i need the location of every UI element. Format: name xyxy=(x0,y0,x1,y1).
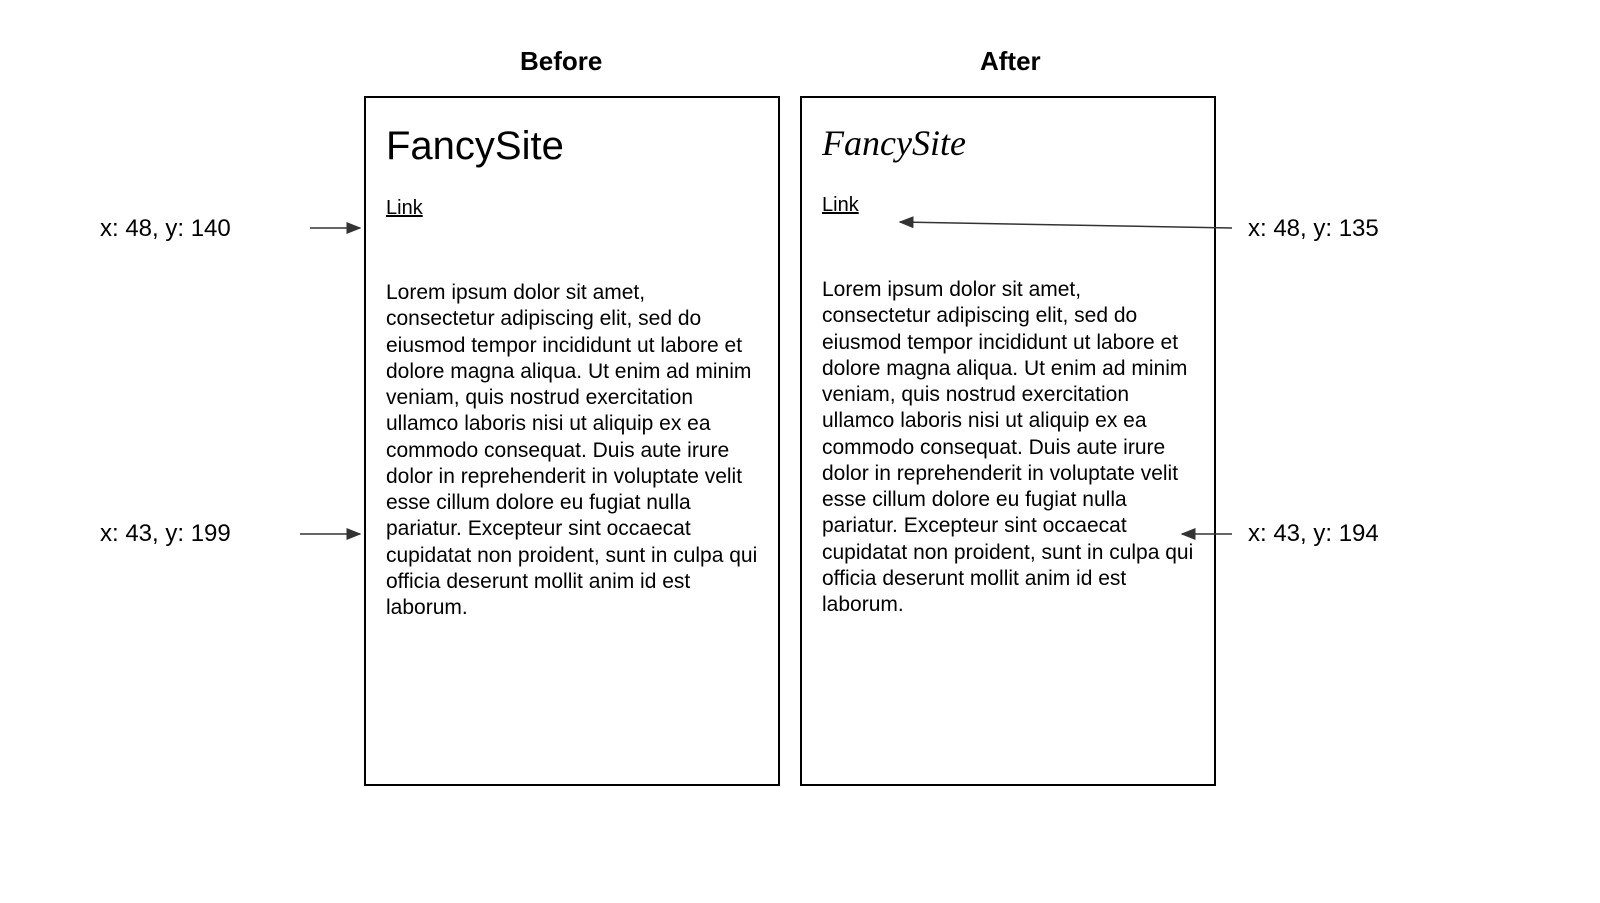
annotation-left-bottom: x: 43, y: 199 xyxy=(100,520,231,548)
site-title-after: FancySite xyxy=(822,122,1194,164)
annotation-right-bottom: x: 43, y: 194 xyxy=(1248,520,1379,548)
site-title-before: FancySite xyxy=(386,124,758,169)
link-after[interactable]: Link xyxy=(822,194,859,217)
panel-after: FancySite Link Lorem ipsum dolor sit ame… xyxy=(800,96,1216,786)
annotation-left-top: x: 48, y: 140 xyxy=(100,215,231,243)
heading-before: Before xyxy=(520,46,602,77)
panel-before: FancySite Link Lorem ipsum dolor sit ame… xyxy=(364,96,780,786)
body-text-after: Lorem ipsum dolor sit amet, consectetur … xyxy=(822,277,1194,618)
link-before[interactable]: Link xyxy=(386,197,423,220)
annotation-right-top: x: 48, y: 135 xyxy=(1248,215,1379,243)
body-text-before: Lorem ipsum dolor sit amet, consectetur … xyxy=(386,280,758,621)
heading-after: After xyxy=(980,46,1041,77)
